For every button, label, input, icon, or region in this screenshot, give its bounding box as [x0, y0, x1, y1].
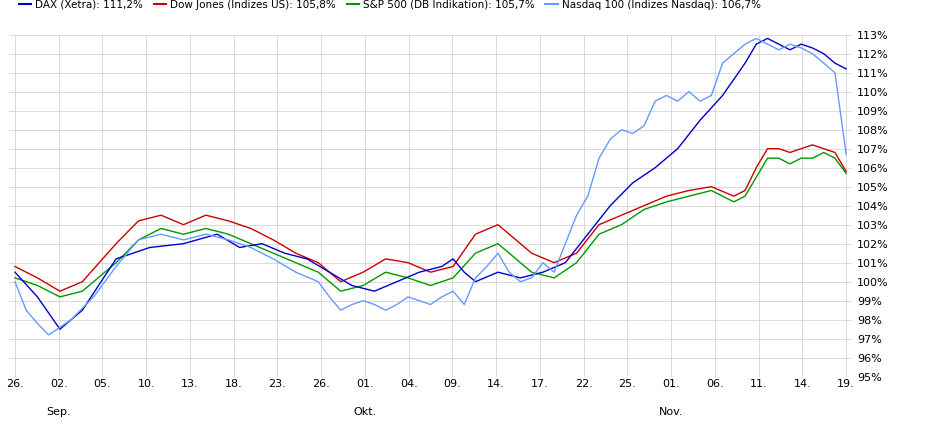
- Text: Okt.: Okt.: [353, 407, 376, 417]
- Legend: DAX (Xetra): 111,2%, Dow Jones (Indizes US): 105,8%, S&P 500 (DB Indikation): 10: DAX (Xetra): 111,2%, Dow Jones (Indizes …: [15, 0, 766, 14]
- Text: Nov.: Nov.: [659, 407, 683, 417]
- Text: Sep.: Sep.: [47, 407, 71, 417]
